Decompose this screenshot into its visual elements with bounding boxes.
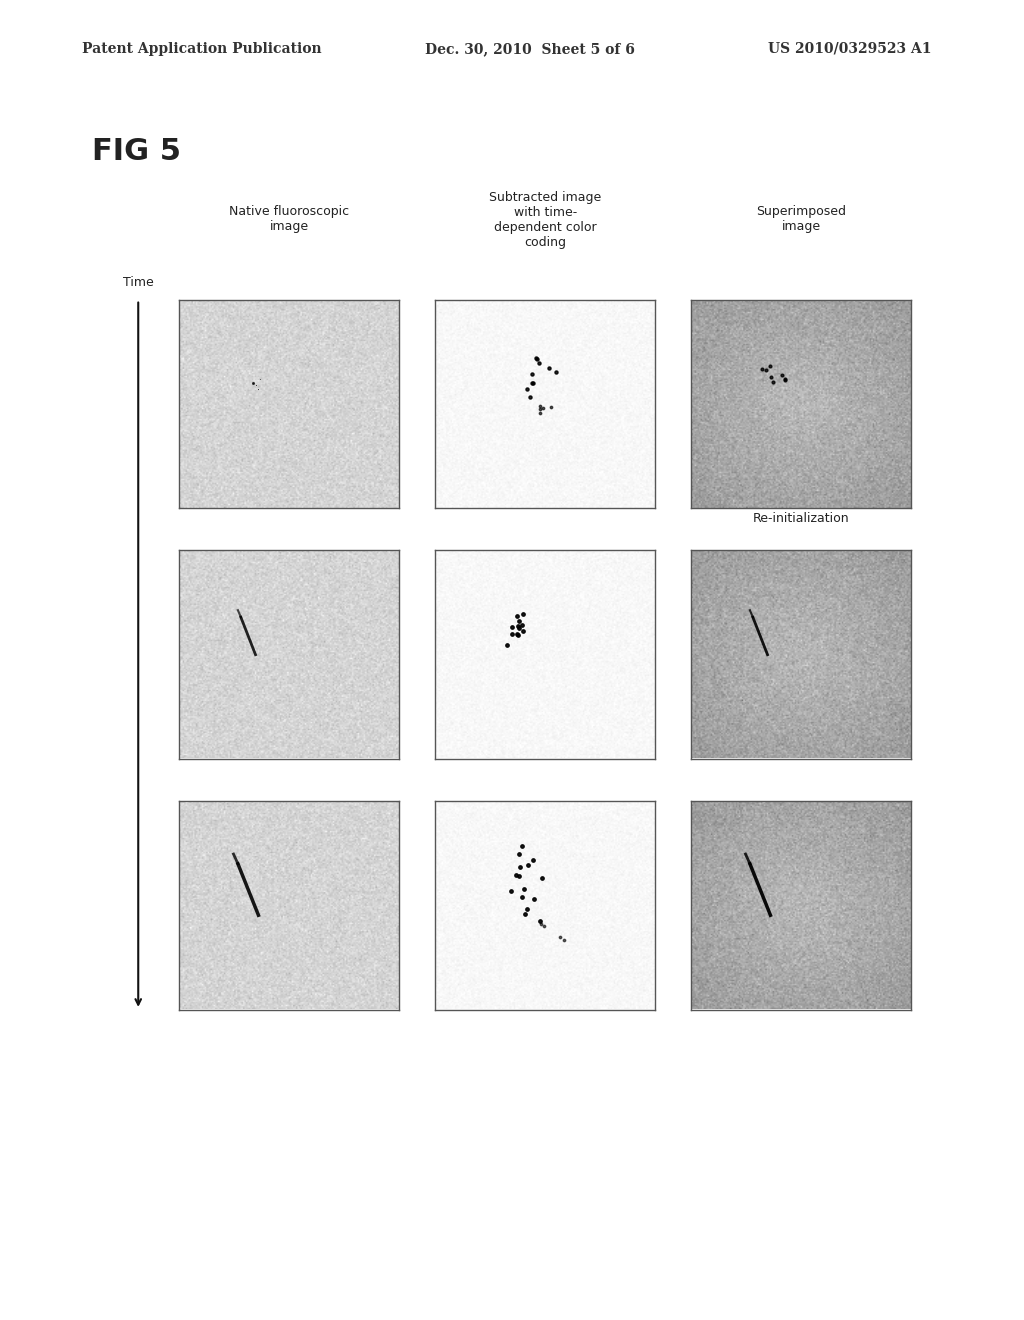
Point <box>504 624 520 645</box>
Point <box>509 623 525 644</box>
Point <box>755 359 771 380</box>
Point <box>519 379 536 400</box>
Point <box>531 403 548 424</box>
Point <box>532 395 549 416</box>
Point <box>534 867 550 888</box>
Text: Subtracted image
with time-
dependent color
coding: Subtracted image with time- dependent co… <box>489 191 601 249</box>
Text: Time: Time <box>123 276 154 289</box>
Point <box>548 362 564 383</box>
Point <box>556 929 572 950</box>
Point <box>541 358 557 379</box>
Point <box>510 624 526 645</box>
Point <box>503 880 519 902</box>
Text: FIG 5: FIG 5 <box>92 137 181 166</box>
Point <box>511 843 527 865</box>
Point <box>499 634 515 655</box>
Point <box>524 372 541 393</box>
Point <box>516 879 532 900</box>
Point <box>776 370 793 391</box>
Point <box>524 363 541 384</box>
Text: Native fluoroscopic
image: Native fluoroscopic image <box>229 205 349 232</box>
Point <box>532 397 549 418</box>
Point <box>774 364 791 385</box>
Point <box>535 397 551 418</box>
Point <box>525 888 542 909</box>
Point <box>508 865 524 886</box>
Point <box>515 603 531 624</box>
Point <box>518 899 535 920</box>
Point <box>521 387 538 408</box>
Point <box>524 372 541 393</box>
Text: Superimposed
image: Superimposed image <box>757 205 846 232</box>
Point <box>777 368 794 389</box>
Point <box>528 348 545 370</box>
Point <box>511 618 527 639</box>
Point <box>514 886 530 907</box>
Point <box>512 857 528 878</box>
Point <box>509 606 525 627</box>
Point <box>515 620 531 642</box>
Point <box>511 610 527 631</box>
Point <box>513 836 529 857</box>
Point <box>520 854 537 875</box>
Point <box>552 927 568 948</box>
Point <box>543 397 559 418</box>
Point <box>532 913 549 935</box>
Point <box>765 371 781 392</box>
Text: Dec. 30, 2010  Sheet 5 of 6: Dec. 30, 2010 Sheet 5 of 6 <box>425 42 635 55</box>
Point <box>536 916 552 937</box>
Point <box>530 352 547 374</box>
Point <box>531 911 548 932</box>
Text: Patent Application Publication: Patent Application Publication <box>82 42 322 55</box>
Point <box>762 355 778 376</box>
Point <box>510 615 526 636</box>
Text: Re-initialization: Re-initialization <box>753 512 850 525</box>
Point <box>514 615 530 636</box>
Point <box>524 849 541 870</box>
Point <box>511 866 527 887</box>
Point <box>516 903 532 924</box>
Point <box>527 347 544 368</box>
Point <box>758 360 774 381</box>
Point <box>763 366 779 387</box>
Text: US 2010/0329523 A1: US 2010/0329523 A1 <box>768 42 932 55</box>
Point <box>504 616 520 638</box>
